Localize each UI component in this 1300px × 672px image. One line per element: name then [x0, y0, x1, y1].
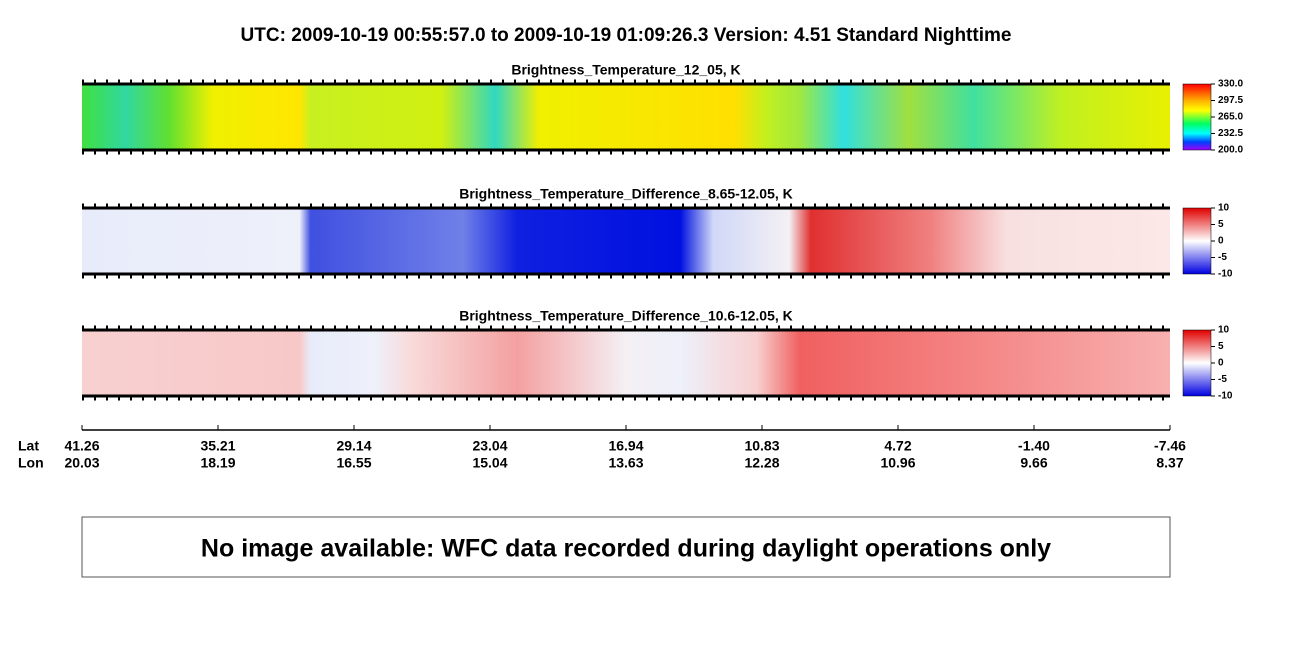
lon-label: 13.63	[608, 455, 643, 471]
strip	[82, 208, 1170, 274]
lat-label: 16.94	[608, 438, 643, 454]
lon-label: 8.37	[1156, 455, 1183, 471]
colorbar-label: 0	[1218, 236, 1224, 247]
colorbar-label: 10	[1218, 325, 1230, 336]
colorbar-label: 232.5	[1218, 128, 1243, 139]
colorbar-label: -10	[1218, 269, 1233, 280]
strip	[82, 84, 1170, 150]
colorbar-label: -5	[1218, 374, 1227, 385]
lat-label: -7.46	[1154, 438, 1186, 454]
colorbar-label: 297.5	[1218, 95, 1243, 106]
colorbar-label: 265.0	[1218, 112, 1243, 123]
lat-label: 4.72	[884, 438, 911, 454]
strip	[82, 330, 1170, 396]
lat-label: 10.83	[744, 438, 779, 454]
row-label: Lon	[18, 455, 44, 471]
lon-label: 18.19	[200, 455, 235, 471]
panel-title: Brightness_Temperature_Difference_8.65-1…	[459, 186, 793, 202]
lon-label: 16.55	[336, 455, 371, 471]
lon-label: 12.28	[744, 455, 779, 471]
colorbar-label: 5	[1218, 341, 1224, 352]
lat-label: 23.04	[472, 438, 507, 454]
row-label: Lat	[18, 438, 39, 454]
colorbar	[1182, 207, 1212, 275]
panel-title: Brightness_Temperature_12_05, K	[511, 62, 740, 78]
title: UTC: 2009-10-19 00:55:57.0 to 2009-10-19…	[241, 25, 1012, 46]
lat-label: 35.21	[200, 438, 235, 454]
colorbar-label: 330.0	[1218, 79, 1243, 90]
colorbar-label: -5	[1218, 252, 1227, 263]
lat-label: -1.40	[1018, 438, 1050, 454]
message-box	[81, 516, 1171, 578]
colorbar-label: 200.0	[1218, 145, 1243, 156]
panel-title: Brightness_Temperature_Difference_10.6-1…	[459, 308, 793, 324]
lon-label: 20.03	[64, 455, 99, 471]
message: No image available: WFC data recorded du…	[201, 535, 1051, 563]
colorbar-label: 10	[1218, 203, 1230, 214]
colorbar	[1182, 83, 1212, 151]
colorbar	[1182, 329, 1212, 397]
lat-label: 41.26	[64, 438, 99, 454]
lon-label: 15.04	[472, 455, 507, 471]
lat-label: 29.14	[336, 438, 371, 454]
lon-label: 9.66	[1020, 455, 1047, 471]
colorbar-label: -10	[1218, 391, 1233, 402]
colorbar-label: 5	[1218, 219, 1224, 230]
colorbar-label: 0	[1218, 358, 1224, 369]
lon-label: 10.96	[880, 455, 915, 471]
